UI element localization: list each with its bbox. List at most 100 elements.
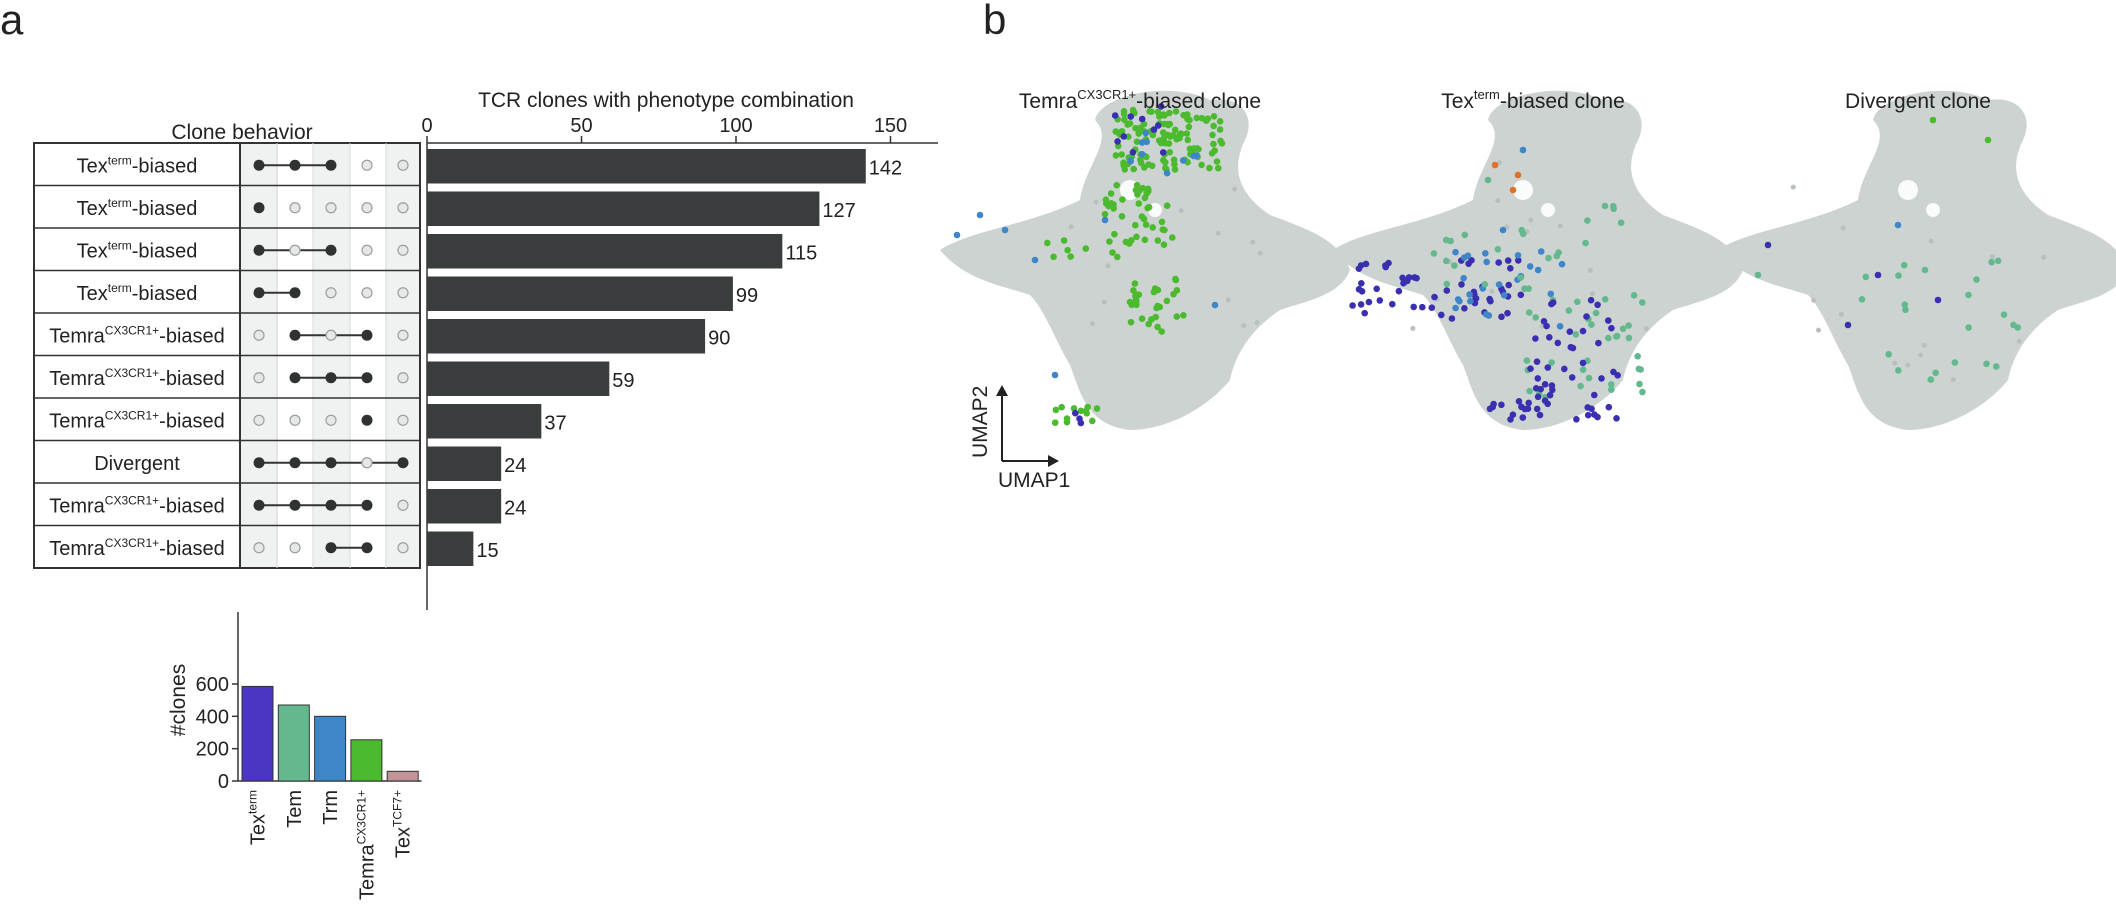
umap-cell-point xyxy=(1213,158,1221,165)
umap-title-base: Tex xyxy=(1441,90,1474,113)
umap-cell-point xyxy=(1203,117,1210,124)
umap-cell-point xyxy=(1929,116,1937,124)
umap-cell-point xyxy=(1183,130,1191,137)
row-label-sup: CX3CR1+ xyxy=(105,366,159,380)
umap-cell-point xyxy=(1584,217,1591,224)
dot-empty xyxy=(397,414,409,426)
umap-cell-point xyxy=(1973,276,1980,283)
umap-cell-point xyxy=(1051,371,1059,379)
phenotype-label-sup: CX3CR1+ xyxy=(354,790,368,844)
umap-cell-point xyxy=(1112,152,1120,159)
phenotype-label-base: Temra xyxy=(356,843,378,899)
umap-grey-point xyxy=(1643,326,1649,332)
row-label-rest: -biased xyxy=(159,368,225,390)
umap-cell-point xyxy=(1546,334,1553,341)
combination-bar-value: 15 xyxy=(476,540,498,562)
umap-cell-point xyxy=(1186,116,1193,124)
umap-cell-point xyxy=(1468,257,1475,264)
umap-cell-point xyxy=(953,231,961,239)
umap-background-cells xyxy=(1718,90,2116,430)
umap-cell-point xyxy=(1965,324,1972,331)
umap-cell-point xyxy=(1138,151,1146,158)
umap-cell-point xyxy=(1127,113,1134,120)
umap-cell-point xyxy=(1901,301,1909,308)
umap-cell-point xyxy=(1109,249,1116,256)
umap-cell-point xyxy=(1498,401,1505,409)
dot-empty xyxy=(397,159,409,171)
umap-grey-point xyxy=(1815,327,1821,333)
combination-bar xyxy=(427,276,733,311)
umap-cell-point xyxy=(1601,202,1609,210)
umap-cell-point xyxy=(1558,260,1566,268)
umap-cell-point xyxy=(1169,234,1176,241)
umap-cell-point xyxy=(1159,149,1167,156)
umap-cell-point xyxy=(1988,258,1995,266)
umap-cell-point xyxy=(1119,196,1126,203)
umap-cell-point xyxy=(1844,321,1852,329)
umap-cell-point xyxy=(1619,325,1627,333)
umap-cell-point xyxy=(1605,403,1613,411)
umap-cell-point xyxy=(1177,130,1185,137)
umap-cell-point xyxy=(1216,118,1224,125)
umap-cell-point xyxy=(1579,327,1587,335)
umap-cell-point xyxy=(1541,397,1549,404)
umap-cell-point xyxy=(1171,166,1179,173)
umap-cell-point xyxy=(1001,226,1009,234)
combination-bar-value: 90 xyxy=(708,327,730,349)
umap-cell-point xyxy=(1133,138,1141,145)
dot-empty xyxy=(397,202,409,214)
umap-cell-point xyxy=(1142,221,1150,228)
umap-title-sup: CX3CR1+ xyxy=(1077,87,1136,102)
umap-cell-point xyxy=(1862,273,1870,281)
umap-cell-point xyxy=(1598,375,1605,382)
umap-grey-point xyxy=(1950,377,1956,383)
umap-cell-point xyxy=(1161,139,1169,147)
umap-grey-point xyxy=(1905,362,1911,368)
dot-empty xyxy=(325,329,337,341)
umap-cell-point xyxy=(1456,297,1463,305)
umap-hole xyxy=(1513,180,1533,200)
umap-cell-point xyxy=(1895,272,1902,279)
umap-title-rest: -biased clone xyxy=(1500,90,1625,113)
umap-cell-point xyxy=(1121,166,1129,173)
umap-cell-point xyxy=(1052,406,1060,414)
dot-filled xyxy=(289,287,301,299)
umap-grey-point xyxy=(1093,199,1099,205)
umap-hole xyxy=(1898,180,1918,200)
umap-cell-point xyxy=(1209,131,1216,139)
umap-cell-point xyxy=(1362,260,1370,268)
umap2-label: UMAP2 xyxy=(969,386,992,458)
phenotype-bar xyxy=(386,770,419,782)
umap-cell-point xyxy=(1137,156,1144,164)
umap-background-cells xyxy=(940,90,1350,430)
umap-cell-point xyxy=(1537,248,1545,255)
umap-grey-point xyxy=(1257,250,1263,256)
umap-cell-point xyxy=(1405,274,1413,281)
umap-cell-point xyxy=(1361,309,1368,317)
umap-cell-point xyxy=(1170,290,1177,298)
umap-grey-point xyxy=(1557,223,1563,229)
umap-cell-point xyxy=(1132,221,1139,229)
dot-filled xyxy=(325,244,337,256)
umap-grey-point xyxy=(2016,338,2022,344)
dot-empty xyxy=(397,329,409,341)
umap-cell-point xyxy=(1110,201,1117,208)
combination-bar-value: 24 xyxy=(504,497,526,519)
umap-cell-point xyxy=(1485,312,1493,319)
umap-grey-point xyxy=(1178,208,1184,214)
umap-cell-point xyxy=(1365,298,1373,306)
umap-cell-point xyxy=(1357,301,1365,308)
umap-cell-point xyxy=(1163,297,1171,305)
umap-grey-point xyxy=(1250,239,1256,245)
combination-bar xyxy=(427,489,502,524)
dot-empty xyxy=(325,414,337,426)
umap-cell-point xyxy=(1546,391,1554,399)
row-label-sup: CX3CR1+ xyxy=(105,536,159,550)
umap-cell-point xyxy=(1121,116,1128,124)
umap-cell-point xyxy=(1089,417,1096,425)
panel-a-letter: a xyxy=(0,0,24,43)
umap-cell-point xyxy=(1532,314,1539,321)
umap-cell-point xyxy=(1566,328,1574,335)
umap-cell-point xyxy=(1160,129,1167,136)
